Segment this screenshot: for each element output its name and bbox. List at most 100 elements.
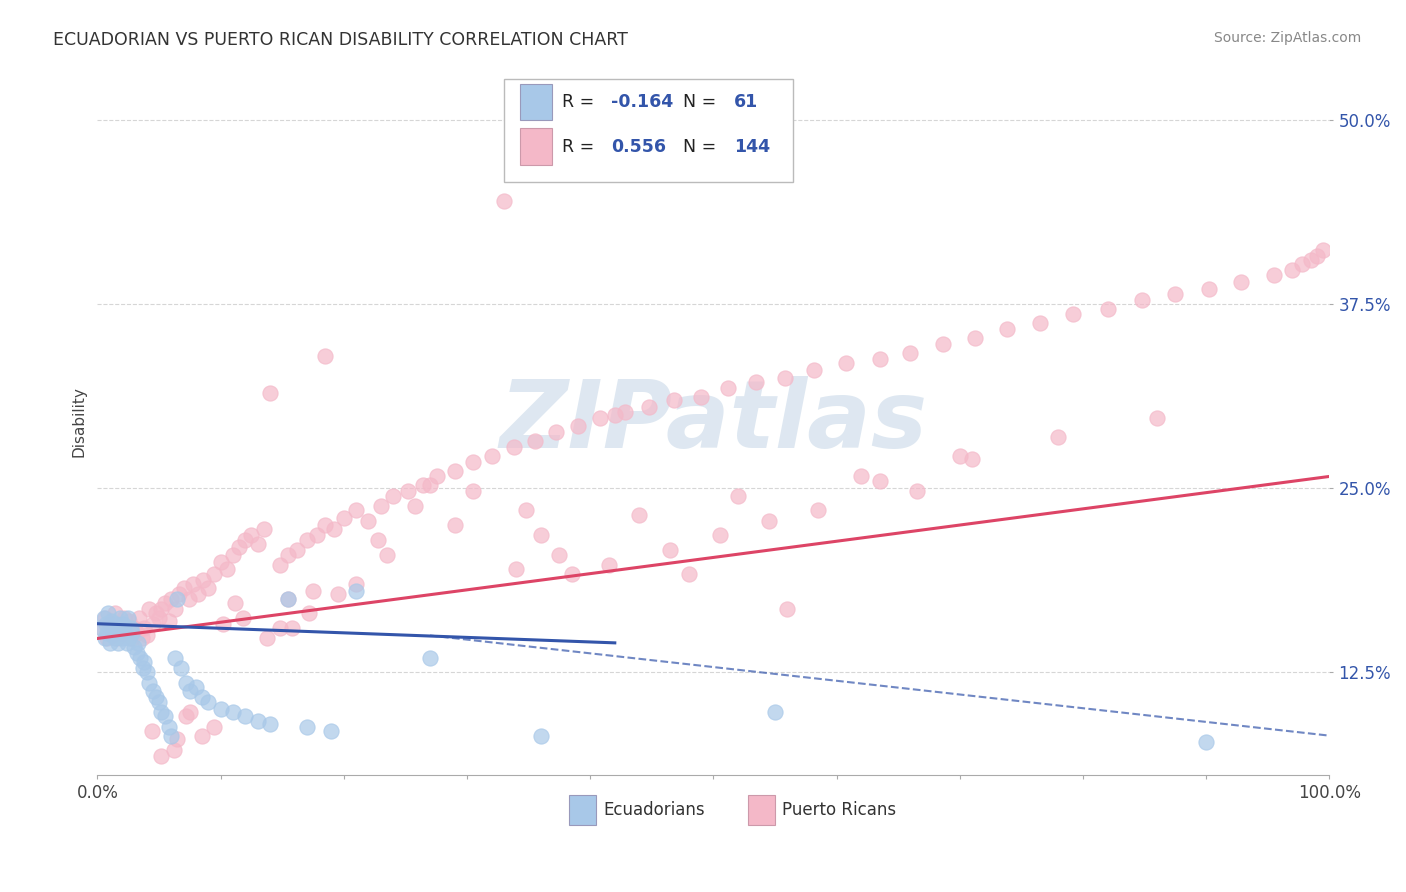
Point [613, 404, 636, 418]
Point [530, 729, 553, 743]
Point [382, 489, 405, 503]
Point [678, 566, 700, 581]
Point [138, 675, 160, 690]
Point [202, 566, 225, 581]
Point [145, 690, 167, 705]
Point [115, 621, 138, 635]
Point [758, 514, 780, 528]
Point [153, 709, 176, 723]
Point [419, 650, 441, 665]
Point [1195, 734, 1218, 748]
Point [773, 371, 796, 385]
Point [900, 345, 922, 359]
Point [326, 587, 349, 601]
Point [302, 584, 325, 599]
Point [419, 478, 441, 492]
Point [295, 720, 318, 734]
Point [150, 602, 173, 616]
Point [905, 484, 928, 499]
Point [148, 695, 170, 709]
Point [114, 621, 136, 635]
Point [412, 478, 434, 492]
Point [246, 714, 269, 728]
Point [530, 528, 553, 542]
Point [179, 684, 201, 698]
Point [1312, 243, 1334, 257]
Point [141, 724, 163, 739]
Point [114, 628, 136, 642]
Point [150, 749, 173, 764]
Point [93, 632, 115, 646]
Point [567, 419, 589, 434]
Point [835, 356, 858, 370]
Point [128, 611, 150, 625]
Point [174, 709, 197, 723]
Point [232, 611, 254, 625]
Point [125, 625, 148, 640]
Point [776, 602, 799, 616]
Point [191, 690, 214, 705]
Point [197, 695, 219, 709]
Point [212, 616, 235, 631]
Point [269, 621, 291, 635]
Point [104, 607, 127, 621]
Point [277, 591, 299, 606]
Point [129, 650, 152, 665]
Point [150, 705, 173, 719]
Point [481, 449, 503, 463]
Point [1263, 268, 1285, 282]
Point [461, 484, 484, 499]
Point [598, 558, 620, 572]
Point [233, 533, 256, 547]
FancyBboxPatch shape [503, 79, 793, 182]
Point [295, 533, 318, 547]
Point [259, 716, 281, 731]
Text: 61: 61 [734, 93, 759, 111]
Point [111, 625, 134, 640]
Point [124, 640, 146, 655]
Point [138, 602, 160, 616]
Point [100, 614, 122, 628]
Point [183, 577, 205, 591]
FancyBboxPatch shape [520, 84, 553, 120]
Point [995, 322, 1018, 336]
Point [124, 621, 146, 635]
Point [209, 702, 232, 716]
Point [132, 661, 155, 675]
Text: N =: N = [682, 137, 721, 156]
Point [1291, 257, 1313, 271]
Point [121, 625, 143, 640]
Point [142, 616, 165, 631]
Point [277, 591, 299, 606]
Point [118, 632, 141, 646]
Point [253, 523, 276, 537]
Point [745, 375, 768, 389]
Text: Puerto Ricans: Puerto Ricans [782, 801, 897, 819]
Point [851, 469, 873, 483]
Point [960, 451, 983, 466]
Point [1146, 410, 1168, 425]
Point [357, 514, 380, 528]
Point [118, 614, 141, 628]
Point [256, 632, 278, 646]
Point [98, 636, 121, 650]
Point [112, 616, 135, 631]
Point [131, 632, 153, 646]
Point [110, 621, 132, 635]
Point [107, 636, 129, 650]
Point [240, 528, 263, 542]
Point [135, 665, 157, 680]
Point [763, 705, 786, 719]
Point [157, 720, 180, 734]
Point [97, 607, 120, 621]
Point [108, 616, 131, 631]
Point [104, 632, 127, 646]
Point [163, 650, 186, 665]
Point [160, 591, 183, 606]
Point [224, 596, 246, 610]
Point [163, 743, 186, 757]
Point [179, 705, 201, 719]
Point [90, 621, 112, 635]
Point [426, 469, 449, 483]
Point [963, 331, 986, 345]
